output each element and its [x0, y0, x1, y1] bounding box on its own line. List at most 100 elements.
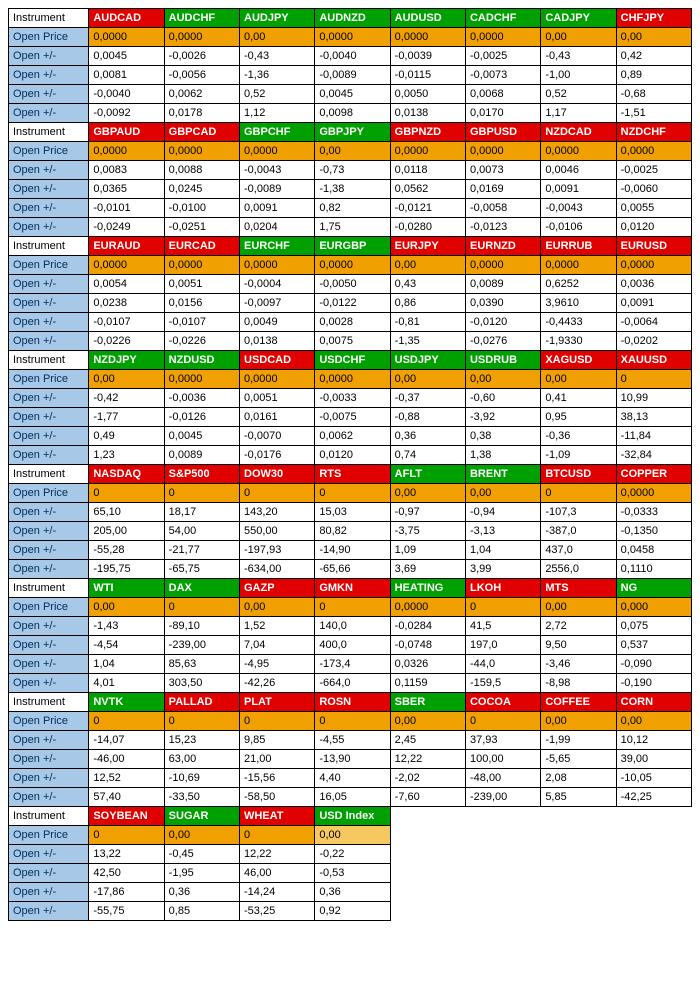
data-cell: 0,52: [541, 85, 616, 104]
data-cell: -65,75: [164, 560, 239, 579]
instrument-header: LKOH: [465, 579, 540, 598]
data-cell: -5,65: [541, 750, 616, 769]
data-cell: 0,6252: [541, 275, 616, 294]
open-pm-label: Open +/-: [9, 180, 89, 199]
open-pm-label: Open +/-: [9, 636, 89, 655]
open-price-cell: 0: [89, 826, 164, 845]
open-price-label: Open Price: [9, 370, 89, 389]
open-price-label: Open Price: [9, 28, 89, 47]
data-cell: 39,00: [616, 750, 691, 769]
instrument-header: PLAT: [240, 693, 315, 712]
instrument-header: AFLT: [390, 465, 465, 484]
data-cell: 21,00: [240, 750, 315, 769]
open-price-cell: 0,00: [164, 826, 239, 845]
data-cell: -0,0176: [240, 446, 315, 465]
open-pm-label: Open +/-: [9, 864, 89, 883]
data-cell: 0,0049: [240, 313, 315, 332]
data-cell: 0,0062: [164, 85, 239, 104]
data-cell: 0,36: [390, 427, 465, 446]
data-cell: 0,0091: [240, 199, 315, 218]
instrument-header: GBPCHF: [240, 123, 315, 142]
data-cell: -0,1350: [616, 522, 691, 541]
data-cell: -1,95: [164, 864, 239, 883]
data-cell: -0,43: [541, 47, 616, 66]
instrument-label: Instrument: [9, 351, 89, 370]
data-cell: -0,4433: [541, 313, 616, 332]
instrument-header: GBPJPY: [315, 123, 390, 142]
instrument-header: NASDAQ: [89, 465, 164, 484]
data-cell: 54,00: [164, 522, 239, 541]
open-pm-label: Open +/-: [9, 522, 89, 541]
data-cell: -0,0115: [390, 66, 465, 85]
data-cell: -0,0025: [616, 161, 691, 180]
open-price-cell: 0: [465, 598, 540, 617]
open-price-cell: 0,0000: [315, 370, 390, 389]
open-price-cell: 0,00: [465, 370, 540, 389]
data-cell: 1,75: [315, 218, 390, 237]
instrument-header: GBPUSD: [465, 123, 540, 142]
open-price-cell: 0,00: [89, 370, 164, 389]
data-cell: 0,86: [390, 294, 465, 313]
data-cell: 1,17: [541, 104, 616, 123]
open-price-cell: 0: [616, 370, 691, 389]
data-cell: 0,0051: [164, 275, 239, 294]
open-pm-label: Open +/-: [9, 769, 89, 788]
instrument-header: MTS: [541, 579, 616, 598]
data-cell: -0,0056: [164, 66, 239, 85]
data-cell: 0,0326: [390, 655, 465, 674]
data-cell: 2,08: [541, 769, 616, 788]
instrument-header: COPPER: [616, 465, 691, 484]
data-cell: -7,60: [390, 788, 465, 807]
instrument-header: EURJPY: [390, 237, 465, 256]
data-cell: -0,0106: [541, 218, 616, 237]
data-cell: -1,43: [89, 617, 164, 636]
data-cell: 63,00: [164, 750, 239, 769]
data-cell: 15,23: [164, 731, 239, 750]
data-cell: 0,0051: [240, 389, 315, 408]
data-cell: 4,01: [89, 674, 164, 693]
data-cell: -65,66: [315, 560, 390, 579]
data-cell: -14,07: [89, 731, 164, 750]
instrument-header: DAX: [164, 579, 239, 598]
data-cell: -1,77: [89, 408, 164, 427]
instrument-header: NG: [616, 579, 691, 598]
instrument-header: NZDJPY: [89, 351, 164, 370]
open-price-label: Open Price: [9, 598, 89, 617]
instrument-label: Instrument: [9, 237, 89, 256]
open-pm-label: Open +/-: [9, 313, 89, 332]
data-cell: 12,22: [240, 845, 315, 864]
data-cell: 140,0: [315, 617, 390, 636]
open-price-cell: 0,0000: [89, 256, 164, 275]
open-price-cell: 0,00: [390, 484, 465, 503]
data-cell: -13,90: [315, 750, 390, 769]
open-price-cell: 0,00: [616, 712, 691, 731]
data-cell: 0,0562: [390, 180, 465, 199]
data-cell: 12,52: [89, 769, 164, 788]
open-price-cell: 0,0000: [541, 142, 616, 161]
open-price-cell: 0,0000: [616, 484, 691, 503]
data-cell: -55,75: [89, 902, 164, 921]
data-cell: 0,0081: [89, 66, 164, 85]
instrument-header: EURCAD: [164, 237, 239, 256]
data-cell: -159,5: [465, 674, 540, 693]
instrument-label: Instrument: [9, 465, 89, 484]
open-pm-label: Open +/-: [9, 883, 89, 902]
open-pm-label: Open +/-: [9, 845, 89, 864]
instrument-header: CHFJPY: [616, 9, 691, 28]
data-cell: 0,0390: [465, 294, 540, 313]
open-pm-label: Open +/-: [9, 560, 89, 579]
open-pm-label: Open +/-: [9, 902, 89, 921]
instrument-header: USDCHF: [315, 351, 390, 370]
data-cell: -0,0107: [89, 313, 164, 332]
data-cell: -0,0249: [89, 218, 164, 237]
data-cell: -239,00: [465, 788, 540, 807]
data-cell: 0,0083: [89, 161, 164, 180]
data-cell: -0,0060: [616, 180, 691, 199]
open-price-cell: 0,00: [541, 712, 616, 731]
open-price-cell: 0,00: [240, 598, 315, 617]
data-cell: 0,0170: [465, 104, 540, 123]
data-cell: 0,74: [390, 446, 465, 465]
data-cell: 0,41: [541, 389, 616, 408]
data-cell: 7,04: [240, 636, 315, 655]
instrument-header: WTI: [89, 579, 164, 598]
